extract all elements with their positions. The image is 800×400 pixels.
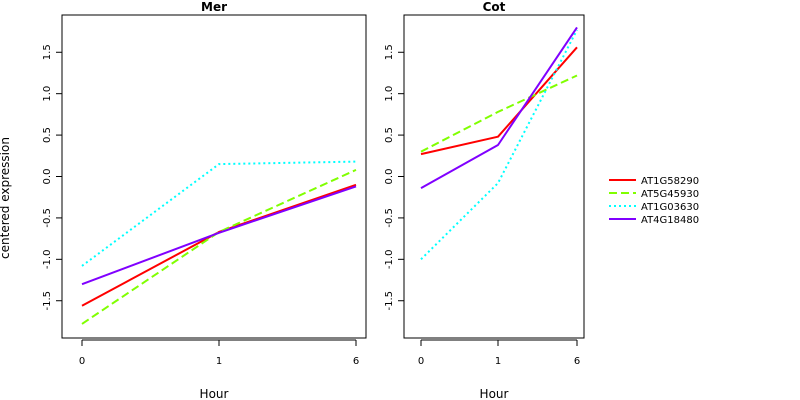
y-tick-label: -1.5: [42, 291, 53, 311]
y-tick-label: -0.5: [42, 208, 53, 228]
legend-item: AT4G18480: [609, 215, 699, 226]
x-tick-label: 6: [574, 356, 580, 367]
y-tick-label: -1.5: [384, 291, 395, 311]
x-tick-label: 0: [79, 356, 85, 367]
x-axis-label: Hour: [200, 387, 229, 400]
series-line-at1g58290: [420, 46, 578, 156]
panels: Mer -1.5 -1.0 -0.5 0.0 0.5 1.0 1.5 0 1 6 Hour Cot -1.…: [42, 0, 585, 400]
legend-label: AT1G03630: [641, 202, 699, 213]
panel-cot: Cot -1.5 -1.0 -0.5 0.0 0.5 1.0 1.5 0 1 6 Hour: [384, 0, 585, 400]
legend-label: AT1G58290: [641, 176, 699, 187]
series-line-at1g03630: [81, 160, 357, 267]
series-line-at1g03630: [420, 29, 578, 261]
x-tick-label: 0: [418, 356, 424, 367]
legend-item: AT1G58290: [609, 176, 699, 187]
figure-y-axis-label: centered expression: [0, 137, 12, 259]
panel-mer: Mer -1.5 -1.0 -0.5 0.0 0.5 1.0 1.5 0 1 6 Hour: [42, 0, 367, 400]
legend-item: AT5G45930: [609, 189, 699, 200]
series-line-at4g18480: [81, 185, 357, 286]
x-axis-label: Hour: [480, 387, 509, 400]
legend: AT1G58290 AT5G45930 AT1G03630 AT4G18480: [609, 176, 699, 226]
x-tick-label: 1: [495, 356, 501, 367]
panel-title: Mer: [201, 0, 227, 14]
series-line-at4g18480: [420, 26, 578, 189]
y-tick-label: 1.0: [384, 86, 395, 102]
y-tick-label: 1.5: [384, 44, 395, 60]
legend-label: AT4G18480: [641, 215, 699, 226]
x-tick-label: 1: [216, 356, 222, 367]
panel-title: Cot: [483, 0, 506, 14]
y-tick-label: 0.5: [384, 127, 395, 143]
x-tick-label: 6: [353, 356, 359, 367]
y-tick-label: 0.0: [384, 169, 395, 185]
legend-label: AT5G45930: [641, 189, 699, 200]
y-tick-label: 1.0: [42, 86, 53, 102]
y-tick-label: 0.5: [42, 127, 53, 143]
y-tick-label: 0.0: [42, 169, 53, 185]
series-line-at5g45930: [420, 74, 578, 153]
y-tick-label: -1.0: [384, 250, 395, 270]
legend-item: AT1G03630: [609, 202, 699, 213]
y-tick-label: -1.0: [42, 250, 53, 270]
y-tick-label: -0.5: [384, 208, 395, 228]
y-tick-label: 1.5: [42, 44, 53, 60]
series-line-at5g45930: [81, 168, 357, 325]
